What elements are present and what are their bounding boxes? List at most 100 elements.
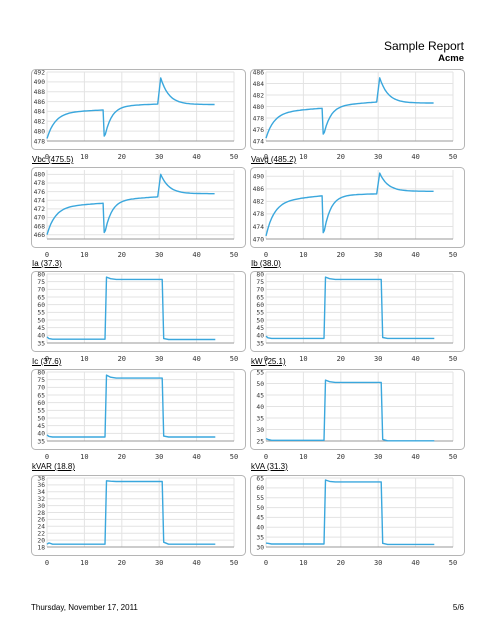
- y-tick-label: 478: [253, 115, 265, 122]
- y-tick-label: 30: [37, 503, 45, 510]
- report-header: Sample Report Acme: [383, 39, 464, 65]
- series-line: [265, 379, 435, 442]
- y-tick-label: 36: [37, 482, 45, 489]
- y-tick-label: 470: [253, 236, 265, 243]
- series-line: [46, 480, 216, 545]
- series-line: [265, 479, 435, 546]
- x-tick-label: 50: [449, 453, 457, 461]
- y-tick-label: 60: [37, 302, 45, 309]
- y-tick-label: 75: [37, 377, 45, 384]
- y-tick-label: 75: [256, 279, 264, 286]
- y-tick-label: 75: [37, 279, 45, 286]
- y-tick-label: 40: [37, 333, 45, 340]
- x-tick-label: 30: [374, 355, 382, 363]
- y-tick-label: 24: [37, 524, 45, 531]
- y-tick-label: 40: [256, 404, 264, 411]
- report-title: Sample Report: [383, 39, 464, 53]
- y-tick-label: 32: [37, 496, 45, 503]
- x-tick-label: 0: [45, 453, 49, 461]
- series-line: [265, 77, 434, 139]
- x-tick-label: 0: [45, 559, 49, 567]
- x-tick-label: 40: [192, 251, 200, 259]
- x-tick-label: 0: [264, 153, 268, 161]
- x-tick-label: 40: [411, 559, 419, 567]
- chart-label: Ib (38.0): [251, 259, 281, 268]
- x-tick-label: 40: [411, 453, 419, 461]
- x-tick-label: 10: [80, 453, 88, 461]
- y-tick-label: 480: [34, 172, 46, 179]
- chart-label: kVAR (18.8): [32, 462, 75, 471]
- x-tick-label: 10: [299, 251, 307, 259]
- x-tick-label: 0: [264, 251, 268, 259]
- x-tick-label: 30: [155, 251, 163, 259]
- y-tick-label: 476: [253, 127, 265, 134]
- y-tick-label: 65: [256, 294, 264, 301]
- x-tick-label: 0: [264, 453, 268, 461]
- chart-panel: 0 10 20 30 40 50 474 476 478 480 482 484 486: [250, 69, 480, 166]
- company-name: Acme: [438, 53, 464, 64]
- chart-panel: 0 10 20 30 40 50 35 40 45 50 55 60 65 70 75 80: [250, 271, 480, 368]
- y-tick-label: 486: [34, 99, 46, 106]
- chart-label: kVA (31.3): [251, 462, 288, 471]
- y-tick-label: 22: [37, 531, 45, 538]
- y-tick-label: 35: [256, 534, 264, 541]
- x-tick-label: 30: [374, 251, 382, 259]
- y-tick-label: 45: [37, 325, 45, 332]
- x-tick-label: 40: [192, 559, 200, 567]
- y-tick-label: 35: [37, 340, 45, 347]
- y-tick-label: 65: [37, 294, 45, 301]
- y-tick-label: 30: [256, 427, 264, 434]
- y-tick-label: 474: [253, 224, 265, 231]
- x-tick-label: 10: [80, 251, 88, 259]
- series-line: [46, 77, 215, 139]
- x-tick-label: 50: [449, 355, 457, 363]
- y-tick-label: 484: [253, 81, 265, 88]
- y-tick-label: 26: [37, 517, 45, 524]
- chart-frame: [250, 369, 465, 450]
- x-tick-label: 30: [374, 153, 382, 161]
- chart-panel: 0 10 20 30 40 50 466 468 470 472 474 476 478 480: [31, 167, 261, 264]
- x-tick-label: 20: [337, 355, 345, 363]
- chart-frame: [31, 167, 246, 248]
- y-tick-label: 468: [34, 223, 46, 230]
- x-tick-label: 40: [192, 355, 200, 363]
- y-tick-label: 474: [253, 138, 265, 145]
- y-tick-label: 50: [256, 505, 264, 512]
- y-tick-label: 18: [37, 544, 45, 551]
- y-tick-label: 492: [34, 69, 46, 76]
- y-tick-label: 480: [34, 128, 46, 135]
- x-tick-label: 50: [230, 251, 238, 259]
- x-tick-label: 50: [230, 355, 238, 363]
- y-tick-label: 80: [37, 369, 45, 376]
- y-tick-label: 488: [34, 89, 46, 96]
- x-tick-label: 20: [118, 453, 126, 461]
- x-tick-label: 50: [230, 153, 238, 161]
- x-tick-label: 10: [299, 453, 307, 461]
- page-number: 5/6: [452, 603, 464, 612]
- x-tick-label: 0: [264, 559, 268, 567]
- y-tick-label: 35: [256, 415, 264, 422]
- chart-panel: 0 10 20 30 40 50 18 20 22 24 26 28 30 32 34 36 38: [31, 475, 261, 572]
- chart-frame: [250, 167, 465, 248]
- x-tick-label: 20: [337, 251, 345, 259]
- chart-frame: [31, 369, 246, 450]
- chart-frame: [250, 475, 465, 556]
- y-tick-label: 50: [37, 317, 45, 324]
- y-tick-label: 20: [37, 537, 45, 544]
- x-tick-label: 30: [374, 559, 382, 567]
- x-tick-label: 20: [337, 559, 345, 567]
- chart-svg: 0 10 20 30 40 50 25 30 35 40 45 50 55: [250, 369, 465, 461]
- x-tick-label: 10: [299, 355, 307, 363]
- y-tick-label: 45: [256, 325, 264, 332]
- chart-frame: [31, 69, 246, 150]
- x-tick-label: 20: [118, 251, 126, 259]
- chart-frame: [250, 271, 465, 352]
- y-tick-label: 65: [37, 392, 45, 399]
- y-tick-label: 480: [253, 104, 265, 111]
- x-tick-label: 10: [80, 355, 88, 363]
- chart-panel: 0 10 20 30 40 50 35 40 45 50 55 60 65 70 75 80: [31, 271, 261, 368]
- chart-svg: 0 10 20 30 40 50 30 35 40 45 50 55 60 65: [250, 475, 465, 567]
- chart-svg: 0 10 20 30 40 50 470 474 478 482 486 490: [250, 167, 465, 259]
